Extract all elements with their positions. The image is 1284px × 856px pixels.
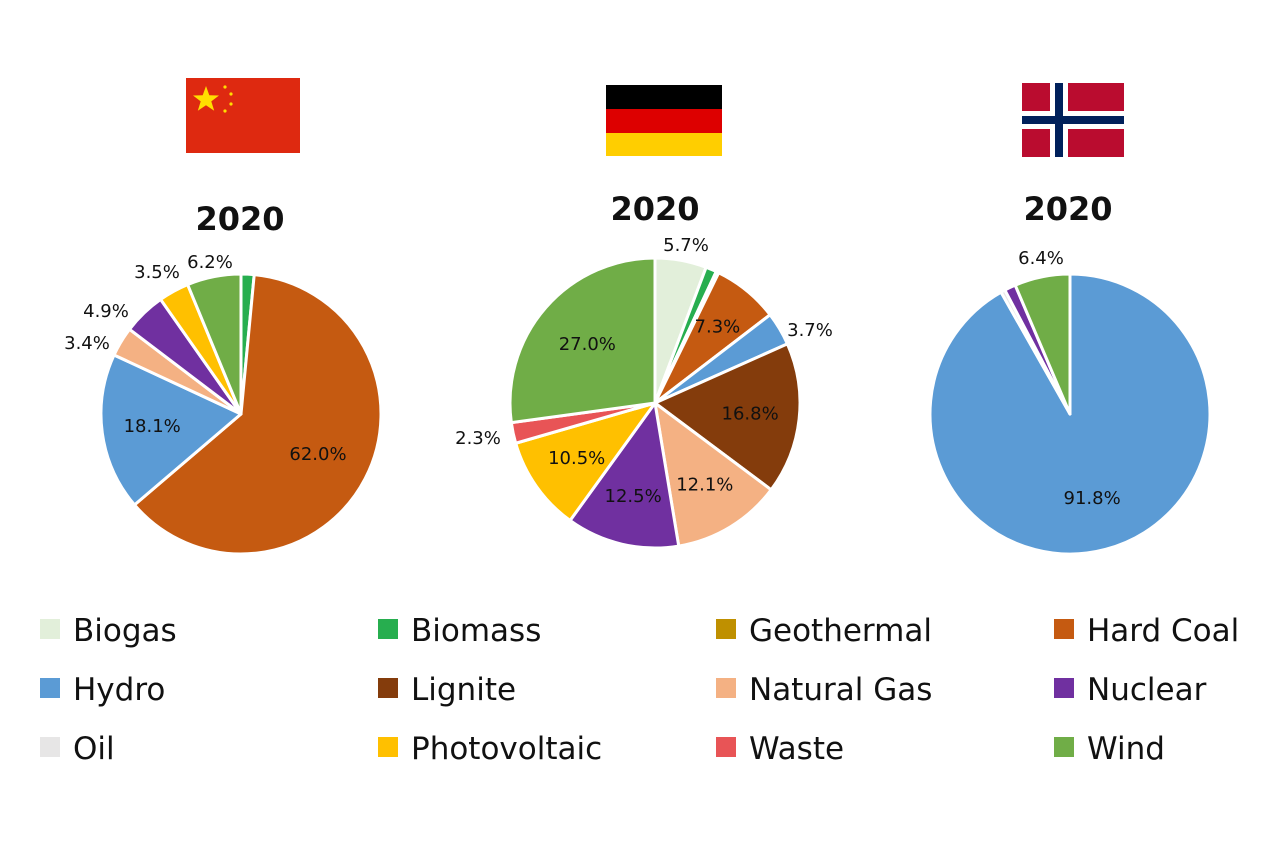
legend-item-biomass: Biomass: [378, 613, 541, 649]
legend-swatch-wind: [1054, 737, 1074, 757]
legend: Biogas Biomass Geothermal Hard Coal Hydro Lig…: [40, 613, 1239, 767]
data-label-hard-coal: 62.0%: [289, 444, 346, 465]
data-label-hard-coal: 7.3%: [695, 317, 741, 338]
data-label-photovoltaic: 10.5%: [548, 448, 605, 469]
legend-item-lignite: Lignite: [378, 672, 516, 708]
legend-item-photovoltaic: Photovoltaic: [378, 731, 602, 767]
data-label-hydro: 91.8%: [1064, 488, 1121, 509]
china-pie-chart: 62.0% 18.1% 3.4% 4.9%3.5% 6.2%: [64, 252, 383, 556]
legend-item-hydro: Hydro: [40, 672, 165, 708]
pie-slice-hard-coal: [133, 273, 383, 556]
data-label-wind: 6.4%: [1018, 248, 1064, 269]
legend-label-lignite: Lignite: [411, 672, 516, 708]
legend-swatch-hard-coal: [1054, 619, 1074, 639]
pie-slice-lignite: [653, 342, 802, 492]
germany-pie-chart: 5.7% 7.3% 3.7% 16.8% 12.1% 12.5%10.5% 2.3% 27.0…: [455, 235, 833, 550]
legend-item-oil: Oil: [40, 731, 115, 767]
legend-item-geothermal: Geothermal: [716, 613, 932, 649]
legend-item-wind: Wind: [1054, 731, 1165, 767]
pie-slice-wind: [186, 272, 243, 416]
legend-label-waste: Waste: [749, 731, 844, 767]
legend-item-biogas: Biogas: [40, 613, 177, 649]
legend-swatch-natural-gas: [716, 678, 736, 698]
data-label-hydro: 3.7%: [787, 320, 833, 341]
legend-item-hard-coal: Hard Coal: [1054, 613, 1239, 649]
legend-label-hydro: Hydro: [73, 672, 165, 708]
legend-swatch-biogas: [40, 619, 60, 639]
data-label-lignite: 16.8%: [722, 404, 779, 425]
legend-swatch-biomass: [378, 619, 398, 639]
norway-pie-chart: 91.8% 6.4%: [928, 248, 1212, 556]
norway-flag-icon: [1022, 83, 1124, 157]
legend-item-natural-gas: Natural Gas: [716, 672, 932, 708]
data-label-biogas: 5.7%: [663, 235, 709, 256]
legend-swatch-oil: [40, 737, 60, 757]
legend-label-natural-gas: Natural Gas: [749, 672, 932, 708]
data-label-wind: 6.2%: [187, 252, 233, 273]
legend-label-photovoltaic: Photovoltaic: [411, 731, 602, 767]
pie-slice-nuclear: [568, 401, 681, 550]
legend-swatch-lignite: [378, 678, 398, 698]
legend-item-nuclear: Nuclear: [1054, 672, 1207, 708]
data-label-wind: 27.0%: [559, 334, 616, 355]
legend-label-wind: Wind: [1087, 731, 1165, 767]
legend-label-geothermal: Geothermal: [749, 613, 932, 649]
data-label-photovoltaic: 3.5%: [134, 262, 180, 283]
pie-slice-hydro: [99, 353, 243, 507]
data-label-nuclear: 12.5%: [605, 486, 662, 507]
china-flag-icon: [186, 78, 300, 153]
legend-label-oil: Oil: [73, 731, 115, 767]
data-label-waste: 2.3%: [455, 428, 501, 449]
legend-swatch-hydro: [40, 678, 60, 698]
pie-slice-natural-gas: [653, 401, 773, 548]
legend-swatch-geothermal: [716, 619, 736, 639]
data-label-natural-gas: 3.4%: [64, 333, 110, 354]
legend-swatch-waste: [716, 737, 736, 757]
legend-label-hard-coal: Hard Coal: [1087, 613, 1239, 649]
norway-chart-title: 2020: [1023, 190, 1112, 228]
legend-label-biogas: Biogas: [73, 613, 177, 649]
china-chart-title: 2020: [195, 200, 284, 238]
legend-label-nuclear: Nuclear: [1087, 672, 1207, 708]
germany-flag-icon: [606, 85, 722, 156]
germany-chart-title: 2020: [610, 190, 699, 228]
pie-slice-wind: [508, 256, 657, 425]
legend-swatch-nuclear: [1054, 678, 1074, 698]
china-flag-big-star: [193, 86, 219, 111]
pie-slice-wind: [1013, 272, 1072, 416]
pie-slice-photovoltaic: [514, 401, 657, 523]
data-label-nuclear: 4.9%: [83, 301, 129, 322]
data-label-hydro: 18.1%: [124, 416, 181, 437]
data-label-natural-gas: 12.1%: [676, 475, 733, 496]
legend-item-waste: Waste: [716, 731, 844, 767]
legend-swatch-photovoltaic: [378, 737, 398, 757]
legend-label-biomass: Biomass: [411, 613, 541, 649]
